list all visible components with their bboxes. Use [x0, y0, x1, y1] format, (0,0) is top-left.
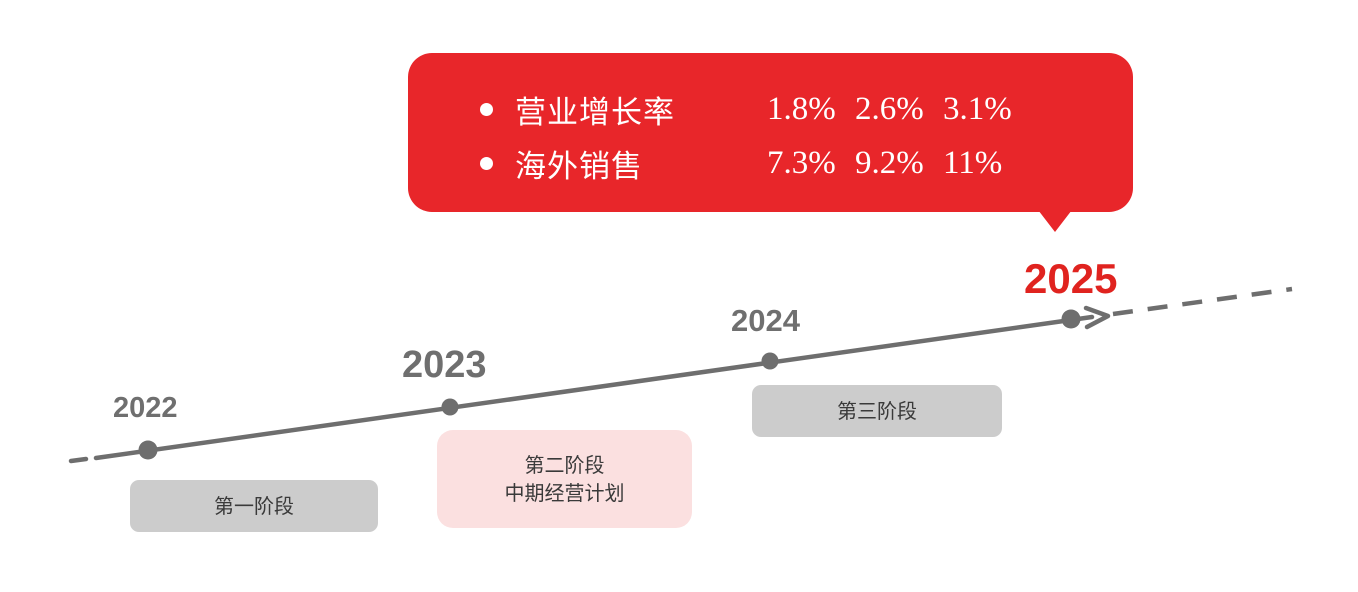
metric-value: 7.3% [767, 144, 836, 181]
timeline-main-line [93, 314, 1095, 461]
milestone-node-2023 [441, 398, 459, 416]
bullet-dot-icon [480, 156, 493, 170]
phase-label: 第一阶段 [214, 493, 294, 518]
metrics-callout: 营业增长率 1.8% 2.6% 3.1% 海外销售 7.3% 9.2% 11% [408, 53, 1133, 212]
metric-values: 7.3% 9.2% 11% [767, 145, 1031, 182]
metric-value: 11% [943, 144, 1003, 181]
arrow-head-icon [1083, 305, 1111, 330]
metric-label: 海外销售 [515, 148, 643, 185]
phase-label: 第二阶段 [524, 452, 605, 477]
metric-value: 3.1% [943, 90, 1012, 127]
metric-values: 1.8% 2.6% 3.1% [767, 91, 1031, 128]
milestone-node-2024 [761, 352, 779, 370]
year-label-2022: 2022 [113, 392, 178, 424]
year-label-2023: 2023 [402, 344, 487, 386]
milestone-node-2022 [138, 440, 158, 460]
phase-box-third: 第三阶段 [752, 385, 1002, 437]
metric-value: 2.6% [855, 90, 924, 127]
metric-label: 营业增长率 [515, 94, 675, 131]
metrics-rows: 营业增长率 1.8% 2.6% 3.1% 海外销售 7.3% 9.2% 11% [480, 82, 1080, 190]
timeline-trailing-dash [1112, 286, 1293, 317]
metric-row: 海外销售 7.3% 9.2% 11% [480, 136, 1080, 190]
metric-value: 1.8% [767, 90, 836, 127]
phase-box-second: 第二阶段 中期经营计划 [437, 430, 692, 528]
phase-box-first: 第一阶段 [130, 480, 378, 532]
year-label-2024: 2024 [731, 303, 800, 338]
metric-row: 营业增长率 1.8% 2.6% 3.1% [480, 82, 1080, 136]
bullet-dot-icon [480, 102, 493, 116]
year-label-2025: 2025 [1024, 255, 1118, 302]
phase-label: 第三阶段 [837, 398, 917, 423]
milestone-node-2025 [1061, 309, 1081, 329]
timeline-lead-dash [68, 456, 89, 464]
phase-sublabel: 中期经营计划 [504, 481, 625, 505]
metric-value: 9.2% [855, 144, 924, 181]
callout-tail-icon [1035, 206, 1075, 232]
